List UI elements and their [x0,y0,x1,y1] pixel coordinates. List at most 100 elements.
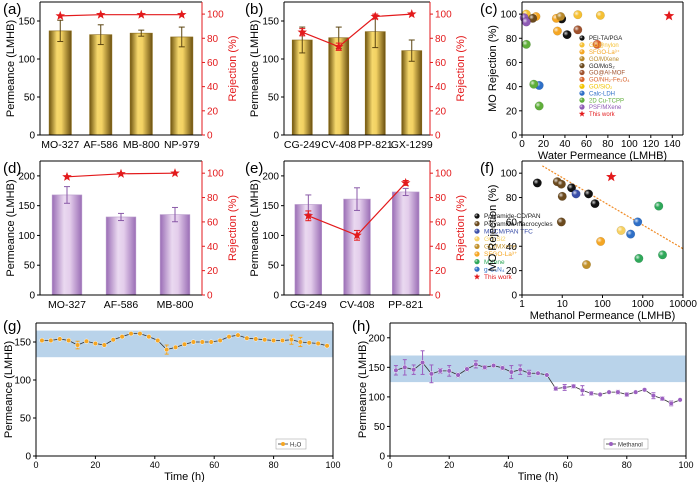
legend-marker-highlight [579,69,585,76]
y-tick-label: 60 [506,58,518,69]
data-point [570,383,577,389]
data-point [39,337,45,344]
x-tick-label: 120 [642,139,659,150]
y2-tick-label: 80 [435,193,447,204]
data-point [173,344,179,350]
bar [89,34,113,136]
data-point [119,334,125,340]
y2-tick-label: 100 [207,169,224,180]
y2-tick-label: 0 [435,131,441,142]
scatter-point-highlight [592,40,602,49]
y2-tick-label: 0 [435,291,441,302]
legend-marker-highlight [579,97,585,103]
data-point [92,340,98,347]
trendline [542,165,684,250]
legend-label: GO@Al-MOF [589,71,625,77]
legend-marker-highlight [474,228,480,234]
bar [48,30,72,136]
legend-label: GO/MXene [589,57,620,63]
legend-label: MPCM/PAN TFC [484,228,533,235]
y2-axis-label: Rejection (%) [227,35,239,101]
data-point [517,367,523,373]
legend-marker-highlight [579,49,585,55]
panel-f: (f) Polyamide-CD/PANPolyamide-macrocycles… [473,160,697,322]
rejection-star [170,168,180,178]
y-tick-label: 0 [273,131,279,142]
data-point [437,368,443,374]
scatter-point-highlight [562,30,572,39]
y2-axis-label: Rejection (%) [455,195,467,261]
data-point [482,364,488,370]
panel-g: (g) H₂O 0 50 100 150 0 20 40 60 80 100 Time (h) Perme… [3,318,341,482]
data-point [306,340,312,346]
bar [291,39,313,136]
data-point [535,370,541,376]
scatter-star [606,171,617,182]
legend-label: 2D Cu-TCPP [589,98,624,104]
x-tick-label: CG-249 [290,299,327,311]
x-tick-label: 20 [444,460,454,470]
y2-tick-label: 100 [435,10,452,21]
y-axis-label: Permeance (LMHB) [5,20,17,117]
y2-tick-label: 20 [435,106,447,117]
x-tick-label: PP-821 [388,299,423,311]
y-tick-label: 80 [506,34,518,45]
data-point [579,387,585,393]
legend-marker-highlight [579,76,585,82]
scatter-point-highlight [521,17,531,27]
rejection-star [136,9,147,19]
legend-box [275,438,307,450]
x-tick-label: 80 [269,460,279,470]
data-point [75,342,81,348]
scatter-point-highlight [533,178,542,188]
panel-label: (h) [352,318,370,335]
x-tick-label: 60 [209,460,219,470]
y-axis-label: MO Rejection (%) [487,25,499,112]
y-tick-label: 100 [14,376,31,387]
x-tick-label: 80 [622,460,632,470]
scatter-point-highlight [528,14,538,23]
panel-c: (c)PEI-TA/PGAGO@nylonSFGO-La³⁺GO/MXeneGO… [480,1,684,162]
x-tick-label: 140 [664,139,681,150]
legend-label: SFGO-La³⁺ [484,251,518,258]
data-point [668,400,674,406]
rejection-star [55,10,66,20]
data-point [208,339,214,345]
panel-label: (b) [245,1,263,18]
data-point [491,363,497,369]
legend-marker-highlight [474,213,480,219]
legend-label: Calc-LDH [589,91,615,97]
scatter-point-highlight [557,217,566,227]
y-tick-label: 150 [262,17,279,28]
bar [391,191,420,296]
legend-marker-highlight [474,251,480,257]
legend-marker-highlight [579,56,585,62]
legend-marker [281,442,285,446]
data-point [393,367,399,373]
y2-tick-label: 100 [207,10,224,21]
x-tick-label: 80 [602,139,614,150]
y-tick-label: 0 [511,291,517,302]
legend-label: GO@nylon [589,43,619,49]
scatter-point-highlight [534,101,544,111]
x-axis-label: Water Permeance (LMHB) [538,150,667,162]
data-point [428,371,434,377]
y-tick-label: 100 [368,392,385,403]
legend-label: GO-Si2 [484,236,506,243]
legend-label: g-C₃N₄ [484,266,505,273]
y-tick-label: 0 [273,291,279,302]
x-tick-label: 100 [594,299,611,310]
x-tick-label: 100 [621,139,638,150]
rejection-line [302,13,412,48]
y2-tick-label: 100 [435,169,452,180]
panel-label: (c) [480,1,498,18]
x-tick-label: 40 [503,460,513,470]
x-axis-label: Time (h) [164,471,205,482]
legend-marker-highlight [474,259,480,265]
scatter-point-highlight [616,226,626,235]
data-point [66,337,72,344]
y-tick-label: 200 [368,333,385,344]
legend-marker-highlight [579,83,585,89]
scatter-star [663,10,675,21]
